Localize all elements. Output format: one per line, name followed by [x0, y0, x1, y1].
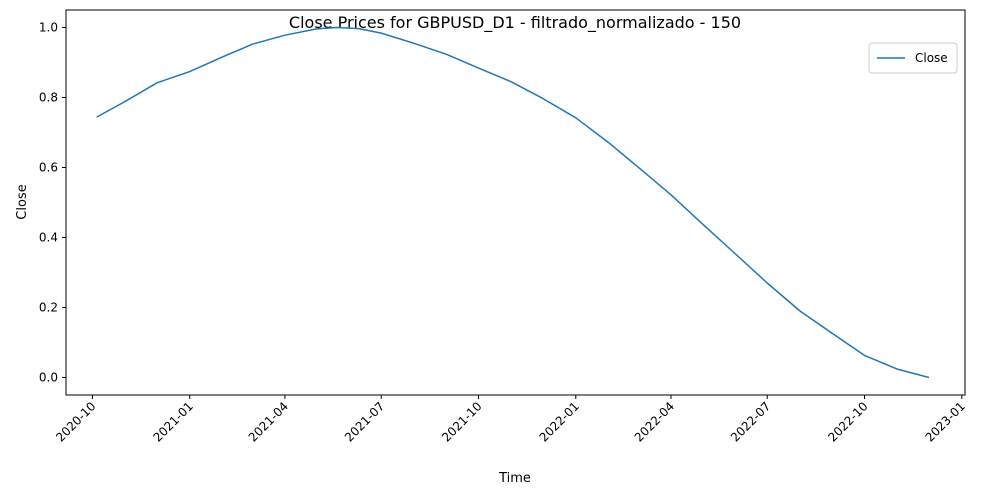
y-tick-label: 0.6 [39, 161, 58, 175]
plot-frame [65, 9, 966, 396]
legend-box [868, 42, 958, 74]
plot-series [96, 26, 930, 379]
y-axis-label: Close [15, 184, 30, 219]
y-tick-label: 1.0 [39, 21, 58, 35]
y-tick-label: 0.2 [39, 301, 58, 315]
legend: Close [868, 42, 958, 74]
chart-title: Close Prices for GBPUSD_D1 - filtrado_no… [289, 13, 741, 33]
y-tick-label: 0.8 [39, 91, 58, 105]
y-axis-ticks: 0.0 0.2 0.4 0.6 0.8 1.0 [39, 21, 66, 385]
legend-label-close: Close [915, 51, 948, 65]
series-line-close [96, 26, 930, 379]
y-tick-label: 0.0 [39, 371, 58, 385]
x-axis-label: Time [498, 471, 531, 486]
y-tick-label: 0.4 [39, 231, 58, 245]
